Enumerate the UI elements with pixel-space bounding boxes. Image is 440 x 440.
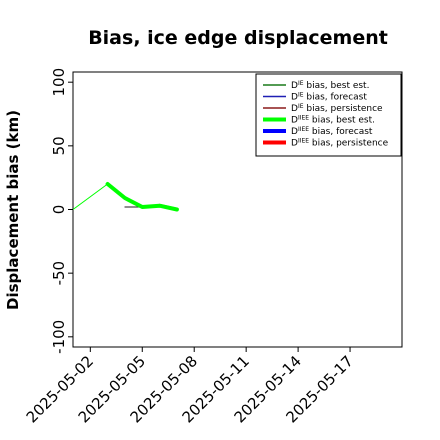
legend-label: DIIEE bias, persistence <box>291 138 389 149</box>
y-tick-label: 50 <box>50 136 68 155</box>
y-axis-ticks: -100 -50 0 50 100 <box>50 68 73 354</box>
legend-entry: DIE bias, best est. <box>263 80 369 91</box>
legend-label: DIE bias, forecast <box>291 92 367 103</box>
series-line-3 <box>105 182 179 212</box>
legend-label: DIIEE bias, best est. <box>291 115 375 126</box>
x-axis-ticks: 2025-05-022025-05-052025-05-082025-05-11… <box>23 347 357 426</box>
legend-entry: DIIEE bias, persistence <box>263 138 389 149</box>
legend-label: DIE bias, best est. <box>291 80 369 91</box>
legend-entry: DIE bias, forecast <box>263 92 367 103</box>
y-tick-label: 100 <box>50 68 68 97</box>
legend-entry: DIIEE bias, forecast <box>263 126 373 137</box>
chart-title: Bias, ice edge displacement <box>88 27 388 49</box>
series-layer <box>72 182 179 212</box>
legend-label: DIE bias, persistence <box>291 103 383 114</box>
legend-label: DIIEE bias, forecast <box>291 126 373 137</box>
legend-entry: DIIEE bias, best est. <box>263 115 375 126</box>
y-axis-label: Displacement bias (km) <box>4 110 22 310</box>
y-tick-label: -100 <box>50 320 68 354</box>
y-tick-label: 0 <box>50 205 68 215</box>
series-line-1 <box>72 183 109 210</box>
legend-entry: DIE bias, persistence <box>263 103 383 114</box>
y-tick-label: -50 <box>50 261 68 286</box>
legend: DIE bias, best est.DIE bias, forecastDIE… <box>255 73 402 157</box>
